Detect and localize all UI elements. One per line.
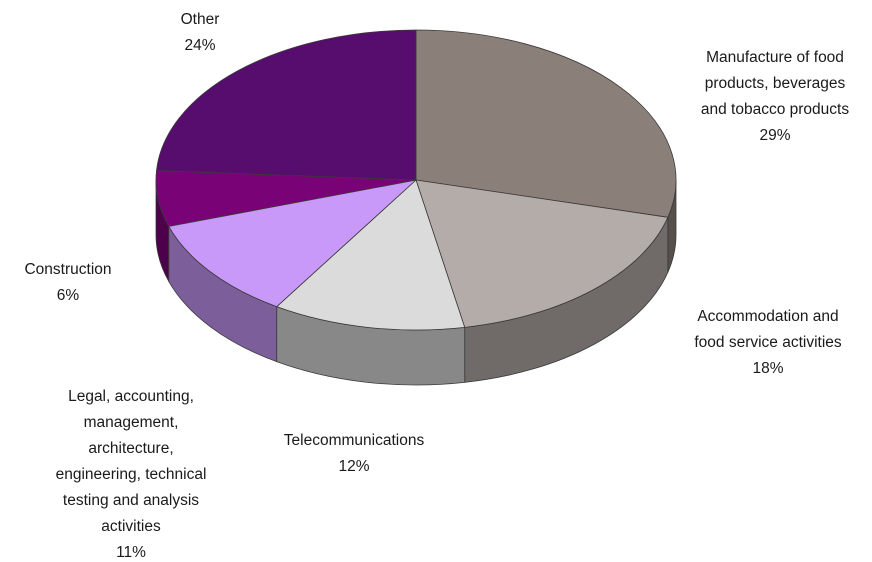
slice-label-legal-accounting-management-architecture: Legal, accounting, management, architectur… — [56, 388, 207, 561]
slice-label-accommodation-and-food-service-activitie: Accommodation and food service activities… — [694, 308, 842, 377]
pie-labels: Manufacture of food products, beverages an… — [24, 11, 849, 561]
slice-label-line: architecture, — [88, 440, 173, 457]
slice-label-line: products, beverages — [705, 75, 846, 92]
slice-value-label: 11% — [116, 544, 146, 561]
pie-slices — [155, 29, 677, 331]
pie-slice-telecommunications — [276, 179, 466, 331]
slice-label-line: testing and analysis — [63, 492, 199, 509]
slice-label-line: activities — [101, 518, 161, 535]
pie-slice-other — [156, 29, 417, 181]
pie-slice-accommodation-and-food-service-activitie — [415, 179, 669, 328]
slice-label-line: Legal, accounting, — [68, 388, 194, 405]
slice-label-line: and tobacco products — [701, 101, 849, 118]
slice-label-line: Telecommunications — [284, 432, 425, 449]
pie-slice-manufacture-of-food-products-beverages-a — [415, 29, 677, 218]
slice-label-line: management, — [84, 414, 179, 431]
slice-label-other: Other 24% — [181, 11, 220, 54]
slice-label-line: Accommodation and — [697, 308, 838, 325]
slice-label-manufacture-of-food-products-beverages-a: Manufacture of food products, beverages an… — [701, 49, 849, 144]
slice-label-construction: Construction 6% — [24, 261, 111, 304]
slice-label-line: Other — [181, 11, 220, 28]
slice-label-line: food service activities — [694, 334, 842, 351]
slice-label-line: engineering, technical — [56, 466, 207, 483]
slice-label-line: Construction — [24, 261, 111, 278]
slice-value-label: 12% — [338, 458, 369, 475]
pie-slice-legal-accounting-management-architecture — [168, 179, 417, 308]
slice-label-line: Manufacture of food — [706, 49, 844, 66]
slice-value-label: 29% — [759, 127, 790, 144]
slice-value-label: 6% — [57, 287, 80, 304]
slice-value-label: 24% — [184, 37, 215, 54]
slice-label-telecommunications: Telecommunications 12% — [284, 432, 425, 475]
slice-value-label: 18% — [752, 360, 783, 377]
